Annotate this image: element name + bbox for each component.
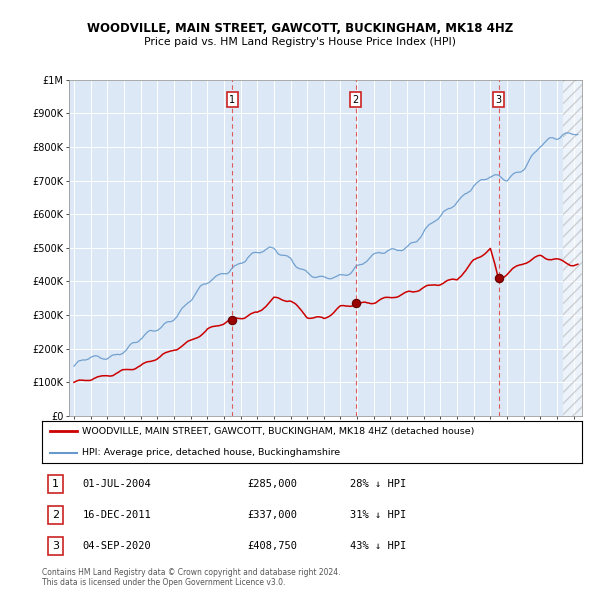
Text: 1: 1 bbox=[52, 478, 59, 489]
Text: WOODVILLE, MAIN STREET, GAWCOTT, BUCKINGHAM, MK18 4HZ: WOODVILLE, MAIN STREET, GAWCOTT, BUCKING… bbox=[87, 22, 513, 35]
Text: 04-SEP-2020: 04-SEP-2020 bbox=[83, 541, 151, 551]
Text: 16-DEC-2011: 16-DEC-2011 bbox=[83, 510, 151, 520]
Text: £337,000: £337,000 bbox=[247, 510, 297, 520]
Text: 31% ↓ HPI: 31% ↓ HPI bbox=[350, 510, 406, 520]
Text: 43% ↓ HPI: 43% ↓ HPI bbox=[350, 541, 406, 551]
Text: HPI: Average price, detached house, Buckinghamshire: HPI: Average price, detached house, Buck… bbox=[83, 448, 341, 457]
Text: Contains HM Land Registry data © Crown copyright and database right 2024.: Contains HM Land Registry data © Crown c… bbox=[42, 568, 341, 576]
Text: 1: 1 bbox=[229, 95, 235, 105]
Text: 28% ↓ HPI: 28% ↓ HPI bbox=[350, 478, 406, 489]
Text: WOODVILLE, MAIN STREET, GAWCOTT, BUCKINGHAM, MK18 4HZ (detached house): WOODVILLE, MAIN STREET, GAWCOTT, BUCKING… bbox=[83, 427, 475, 436]
Text: 3: 3 bbox=[496, 95, 502, 105]
Text: Price paid vs. HM Land Registry's House Price Index (HPI): Price paid vs. HM Land Registry's House … bbox=[144, 37, 456, 47]
Text: 01-JUL-2004: 01-JUL-2004 bbox=[83, 478, 151, 489]
Text: 2: 2 bbox=[52, 510, 59, 520]
Text: £285,000: £285,000 bbox=[247, 478, 297, 489]
Text: This data is licensed under the Open Government Licence v3.0.: This data is licensed under the Open Gov… bbox=[42, 578, 286, 587]
Text: 2: 2 bbox=[353, 95, 359, 105]
Bar bbox=[563, 80, 582, 416]
Text: £408,750: £408,750 bbox=[247, 541, 297, 551]
Text: 3: 3 bbox=[52, 541, 59, 551]
